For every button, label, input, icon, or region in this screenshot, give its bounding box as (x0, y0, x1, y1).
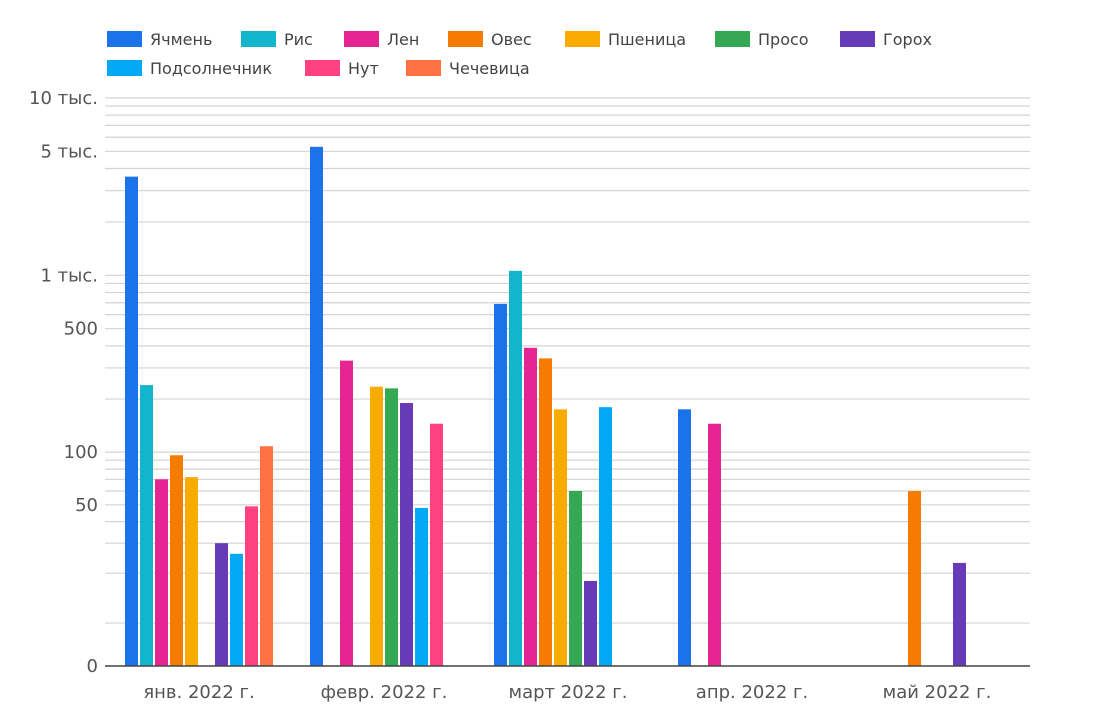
x-tick-label: янв. 2022 г. (143, 682, 254, 703)
legend-swatch (840, 31, 875, 47)
y-tick-label: 50 (75, 495, 98, 516)
y-tick-label: 10 тыс. (29, 88, 98, 109)
legend-swatch (448, 31, 483, 47)
bar (125, 176, 138, 667)
legend-item[interactable]: Рис (241, 30, 313, 49)
bar (340, 360, 353, 666)
bar (494, 303, 507, 666)
legend-label: Лен (387, 30, 419, 49)
bar (599, 407, 612, 666)
bars (125, 146, 966, 667)
bar (509, 270, 522, 666)
x-tick-label: май 2022 г. (883, 682, 992, 703)
legend-label: Пшеница (608, 30, 686, 49)
legend-label: Ячмень (150, 30, 212, 49)
legend-item[interactable]: Овес (448, 30, 532, 49)
legend-label: Горох (883, 30, 932, 49)
bar (584, 580, 597, 666)
grid (105, 97, 1030, 624)
y-tick-label: 5 тыс. (41, 141, 99, 162)
y-tick-label: 1 тыс. (41, 265, 99, 286)
bar (400, 403, 413, 666)
bar (215, 543, 228, 666)
bar (370, 386, 383, 666)
bar (260, 446, 273, 666)
legend-label: Просо (758, 30, 809, 49)
bar (569, 491, 582, 666)
legend-item[interactable]: Подсолнечник (107, 59, 272, 78)
legend-item[interactable]: Горох (840, 30, 932, 49)
legend-item[interactable]: Пшеница (565, 30, 686, 49)
y-tick-label: 0 (87, 656, 98, 677)
bar (415, 507, 428, 666)
bar (185, 477, 198, 666)
legend-label: Чечевица (449, 59, 530, 78)
bar (170, 455, 183, 666)
legend-swatch (715, 31, 750, 47)
y-tick-label: 100 (64, 442, 98, 463)
bar (708, 423, 721, 666)
bar (230, 553, 243, 666)
legend-swatch (565, 31, 600, 47)
bar (310, 146, 323, 667)
y-axis: 0 50 100 500 1 тыс. 5 тыс. 10 тыс. (29, 88, 98, 677)
bar (678, 409, 691, 666)
x-axis: янв. 2022 г. февр. 2022 г. март 2022 г. апр… (143, 682, 991, 703)
y-tick-label: 500 (64, 319, 98, 340)
x-tick-label: апр. 2022 г. (696, 682, 808, 703)
legend-item[interactable]: Чечевица (406, 59, 530, 78)
bar (140, 385, 153, 666)
legend-item[interactable]: Ячмень (107, 30, 212, 49)
legend-label: Подсолнечник (150, 59, 272, 78)
legend-swatch (305, 60, 340, 76)
legend: Ячмень Рис Лен Овес Пшеница Просо Горох Подсолн… (107, 30, 932, 78)
legend-swatch (107, 60, 142, 76)
legend-swatch (406, 60, 441, 76)
bar (385, 388, 398, 666)
bar (539, 358, 552, 666)
bar (908, 491, 921, 666)
legend-swatch (107, 31, 142, 47)
legend-item[interactable]: Лен (344, 30, 419, 49)
legend-swatch (344, 31, 379, 47)
bar (155, 479, 168, 666)
bar (245, 506, 258, 666)
legend-swatch (241, 31, 276, 47)
legend-label: Овес (491, 30, 532, 49)
legend-label: Рис (284, 30, 313, 49)
x-tick-label: март 2022 г. (509, 682, 628, 703)
legend-label: Нут (348, 59, 379, 78)
legend-item[interactable]: Просо (715, 30, 809, 49)
bar (554, 409, 567, 666)
bar (524, 347, 537, 666)
bar (953, 562, 966, 666)
x-tick-label: февр. 2022 г. (321, 682, 448, 703)
bar (430, 423, 443, 666)
legend-item[interactable]: Нут (305, 59, 379, 78)
